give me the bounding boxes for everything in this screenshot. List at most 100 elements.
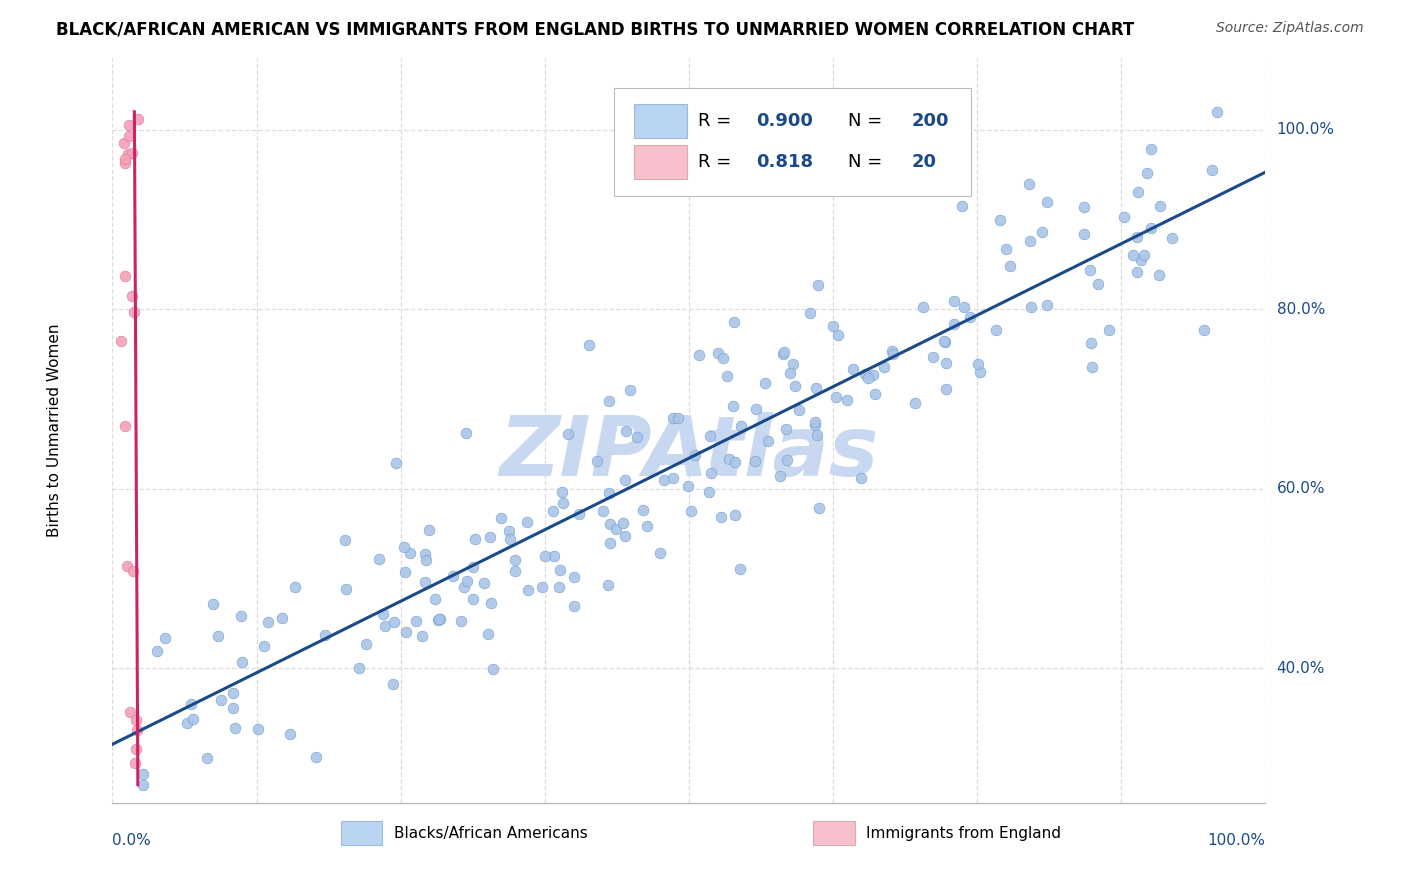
Point <box>464 532 486 546</box>
Point <box>124 742 146 756</box>
Point <box>181 712 204 726</box>
Point <box>730 419 752 434</box>
Point <box>477 627 499 641</box>
Point <box>411 629 433 643</box>
Text: Blacks/African Americans: Blacks/African Americans <box>394 826 588 841</box>
Point <box>799 306 821 320</box>
Point <box>1018 177 1040 191</box>
Point <box>305 750 328 764</box>
Point <box>849 471 872 485</box>
Point <box>636 518 658 533</box>
Point <box>616 424 638 438</box>
Point <box>769 468 792 483</box>
Point <box>176 716 198 731</box>
Point <box>745 402 768 417</box>
Text: ZIPAtlas: ZIPAtlas <box>499 412 879 493</box>
Point <box>209 692 232 706</box>
Point <box>450 614 472 628</box>
Point <box>1139 220 1161 235</box>
Text: R =: R = <box>699 153 737 171</box>
Point <box>347 661 370 675</box>
Point <box>935 356 957 370</box>
Point <box>368 551 391 566</box>
Text: 100.0%: 100.0% <box>1208 832 1265 847</box>
Point <box>728 562 751 576</box>
Point <box>711 351 734 366</box>
Point <box>614 529 637 543</box>
Point <box>1201 163 1223 178</box>
Point <box>371 607 394 621</box>
Point <box>873 360 896 375</box>
Point <box>586 454 609 468</box>
Text: 0.900: 0.900 <box>756 112 813 130</box>
Text: 200: 200 <box>911 112 949 130</box>
Point <box>596 578 619 592</box>
Point <box>605 522 627 536</box>
Point <box>1129 252 1152 267</box>
Point <box>988 212 1011 227</box>
Point <box>804 381 827 395</box>
Point <box>1019 234 1042 248</box>
Text: 20: 20 <box>911 153 936 171</box>
Point <box>969 365 991 379</box>
Point <box>775 453 797 467</box>
Point <box>1126 230 1149 244</box>
Point <box>1133 248 1156 262</box>
Text: N =: N = <box>848 112 889 130</box>
Point <box>772 347 794 361</box>
Point <box>517 582 540 597</box>
Point <box>479 530 502 544</box>
Point <box>676 478 699 492</box>
Point <box>626 430 648 444</box>
Text: 0.0%: 0.0% <box>112 832 152 847</box>
Point <box>882 344 904 359</box>
Point <box>710 510 733 524</box>
FancyBboxPatch shape <box>614 87 972 195</box>
Point <box>807 277 830 292</box>
Point <box>782 357 804 371</box>
Point <box>699 429 721 443</box>
Text: R =: R = <box>699 112 737 130</box>
Point <box>222 685 245 699</box>
Point <box>998 259 1021 273</box>
Point <box>395 624 418 639</box>
Text: Source: ZipAtlas.com: Source: ZipAtlas.com <box>1216 21 1364 35</box>
Point <box>756 434 779 449</box>
Point <box>688 348 710 362</box>
Point <box>557 426 579 441</box>
Point <box>415 552 437 566</box>
Text: Births to Unmarried Women: Births to Unmarried Women <box>48 324 62 537</box>
Point <box>952 300 974 314</box>
Point <box>498 524 520 538</box>
Point <box>271 611 294 625</box>
Point <box>461 592 484 607</box>
Point <box>1078 263 1101 277</box>
Point <box>1031 226 1053 240</box>
Point <box>280 727 302 741</box>
Point <box>541 504 564 518</box>
Point <box>614 473 637 487</box>
Point <box>904 395 927 409</box>
Point <box>775 421 797 435</box>
Point <box>950 199 973 213</box>
Point <box>127 112 149 126</box>
Point <box>724 455 747 469</box>
Point <box>505 553 527 567</box>
Point <box>717 451 740 466</box>
Point <box>837 392 859 407</box>
Point <box>935 382 957 396</box>
Point <box>122 305 145 319</box>
Point <box>553 496 575 510</box>
Point <box>652 474 675 488</box>
Point <box>1136 166 1159 180</box>
Point <box>564 570 586 584</box>
Point <box>132 778 155 792</box>
Point <box>568 507 591 521</box>
Point <box>1139 143 1161 157</box>
Point <box>224 721 246 735</box>
Point <box>803 418 825 433</box>
Point <box>503 564 526 578</box>
Point <box>921 350 943 364</box>
Point <box>121 145 143 160</box>
Point <box>153 631 176 645</box>
